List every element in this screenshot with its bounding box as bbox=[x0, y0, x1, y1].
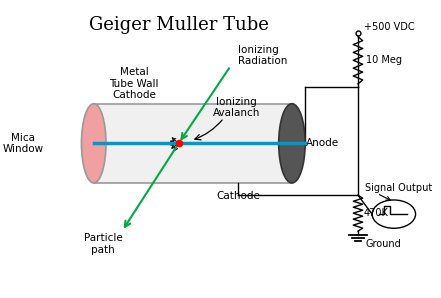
Ellipse shape bbox=[279, 104, 305, 183]
Text: Anode: Anode bbox=[306, 138, 339, 148]
Ellipse shape bbox=[82, 104, 106, 183]
Text: Mica
Window: Mica Window bbox=[2, 133, 44, 154]
Text: Ionizing
Avalanch: Ionizing Avalanch bbox=[213, 97, 260, 118]
Text: Particle
path: Particle path bbox=[84, 233, 123, 254]
Text: Geiger Muller Tube: Geiger Muller Tube bbox=[89, 16, 269, 34]
Text: Metal
Tube Wall
Cathode: Metal Tube Wall Cathode bbox=[109, 67, 159, 100]
Text: Ground: Ground bbox=[366, 239, 401, 249]
Text: 10 Meg: 10 Meg bbox=[366, 55, 403, 65]
Bar bbox=[94, 104, 292, 183]
Text: Ionizing
Radiation: Ionizing Radiation bbox=[238, 45, 288, 66]
Ellipse shape bbox=[372, 200, 415, 228]
Text: 470K: 470K bbox=[364, 208, 389, 218]
Text: Signal Output: Signal Output bbox=[365, 183, 432, 193]
Text: +500 VDC: +500 VDC bbox=[364, 22, 414, 32]
Text: Cathode: Cathode bbox=[216, 192, 260, 201]
